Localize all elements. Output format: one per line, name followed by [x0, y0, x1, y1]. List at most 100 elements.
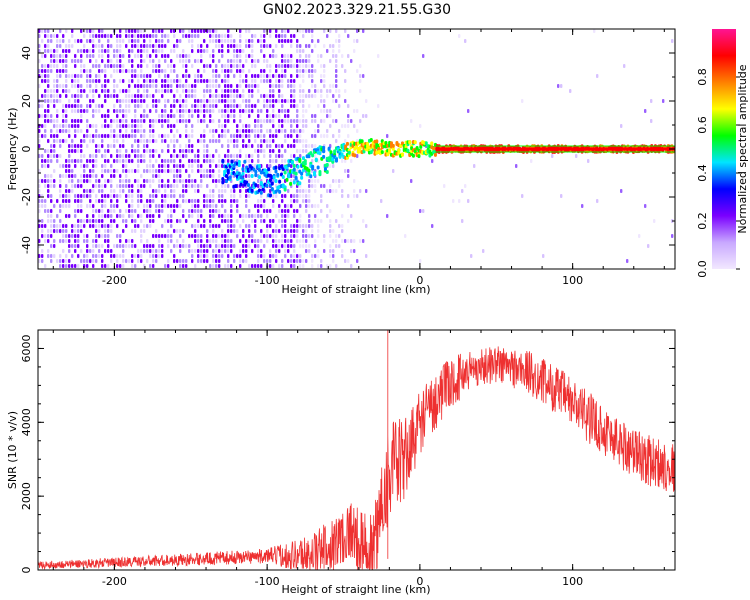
spectrogram-cell: [203, 244, 206, 248]
spectrogram-cell: [191, 164, 194, 168]
spectrogram-cell: [179, 154, 182, 158]
spectrogram-cell: [137, 84, 140, 88]
spectrogram-cell: [95, 34, 98, 38]
spectrogram-cell: [263, 209, 266, 213]
spectrogram-cell: [44, 164, 47, 168]
spectrogram-cell: [233, 49, 236, 53]
spectrogram-cell: [50, 99, 53, 103]
spectrogram-cell: [224, 234, 227, 238]
spectrogram-cell: [377, 54, 380, 58]
spectrogram-cell: [92, 254, 95, 258]
spectrogram-cell: [146, 34, 149, 38]
spectrogram-cell: [86, 164, 89, 168]
spectrogram-cell: [188, 184, 191, 188]
spectrogram-cell: [80, 119, 83, 123]
spectrogram-cell: [95, 244, 98, 248]
spectrogram-cell: [422, 54, 425, 58]
spectrogram-cell: [170, 109, 173, 113]
spectrogram-cell: [137, 214, 140, 218]
spectrogram-cell: [71, 29, 74, 33]
spectrogram-cell: [101, 184, 104, 188]
spectrogram-cell: [227, 264, 230, 268]
spectrogram-cell: [122, 259, 125, 263]
spectrogram-cell: [296, 124, 299, 128]
spectrogram-cell: [71, 229, 74, 233]
spectrogram-cell: [230, 229, 233, 233]
spectrogram-cell: [176, 184, 179, 188]
spectrogram-cell: [59, 69, 62, 73]
spectrogram-cell: [50, 194, 53, 198]
spectrogram-cell: [287, 204, 290, 208]
spectrogram-cell: [263, 79, 266, 83]
spectrogram-cell: [107, 229, 110, 233]
spectrogram-cell: [209, 219, 212, 223]
spectrogram-cell: [152, 84, 155, 88]
spectrogram-cell: [302, 74, 305, 78]
spectrogram-cell: [254, 239, 257, 243]
spectrogram-cell: [152, 254, 155, 258]
spectrogram-cell: [236, 64, 239, 68]
spectrogram-cell: [74, 184, 77, 188]
spectrogram-cell: [176, 259, 179, 263]
spectrogram-cell: [320, 54, 323, 58]
spectrogram-cell: [272, 239, 275, 243]
spectrogram-cell: [95, 194, 98, 198]
spectrogram-cell: [212, 189, 215, 193]
spectrogram-cell: [323, 119, 326, 123]
spectrogram-cell: [59, 94, 62, 98]
spectrogram-cell: [290, 54, 293, 58]
spectrogram-cell: [98, 104, 101, 108]
spectrogram-cell: [167, 119, 170, 123]
spectrogram-cell: [65, 204, 68, 208]
spectrogram-cell: [266, 59, 269, 63]
spectrogram-cell: [203, 39, 206, 43]
spectrogram-cell: [89, 224, 92, 228]
spectrogram-cell: [209, 209, 212, 213]
spectrogram-cell: [125, 154, 128, 158]
spectrogram-cell: [152, 189, 155, 193]
spectrogram-cell: [197, 104, 200, 108]
spectrogram-cell: [218, 74, 221, 78]
spectrogram-cell: [353, 124, 356, 128]
spectrogram-cell: [239, 74, 242, 78]
spectrogram-cell: [338, 179, 341, 183]
spectrogram-cell: [113, 144, 116, 148]
spectrogram-cell: [80, 174, 83, 178]
spectrogram-cell: [119, 34, 122, 38]
spectrogram-cell: [296, 229, 299, 233]
spectrogram-cell: [254, 104, 257, 108]
spectrogram-cell: [116, 69, 119, 73]
spectrogram-cell: [311, 34, 314, 38]
spectrogram-cell: [53, 169, 56, 173]
spectrogram-cell: [290, 154, 293, 158]
spectrogram-cell: [101, 259, 104, 263]
spectrogram-ridge-cell: [289, 181, 293, 186]
spectrogram-cell: [119, 189, 122, 193]
spectrogram-cell: [299, 204, 302, 208]
spectrogram-cell: [53, 124, 56, 128]
spectrogram-cell: [149, 179, 152, 183]
spectrogram-cell: [104, 234, 107, 238]
spectrogram-cell: [74, 209, 77, 213]
spectrogram-cell: [149, 94, 152, 98]
spectrogram-cell: [170, 219, 173, 223]
spectrogram-cell: [287, 249, 290, 253]
spectrogram-cell: [62, 249, 65, 253]
spectrogram-cell: [185, 199, 188, 203]
spectrogram-cell: [116, 64, 119, 68]
spectrogram-cell: [74, 149, 77, 153]
spectrogram-cell: [155, 194, 158, 198]
spectrogram-cell: [242, 124, 245, 128]
spectrogram-cell: [212, 199, 215, 203]
spectrogram-cell: [239, 264, 242, 268]
spectrogram-cell: [182, 239, 185, 243]
spectrogram-cell: [86, 204, 89, 208]
spectrogram-cell: [197, 219, 200, 223]
spectrogram-cell: [68, 89, 71, 93]
spectrogram-cell: [68, 174, 71, 178]
spectrogram-cell: [107, 94, 110, 98]
spectrogram-cell: [248, 99, 251, 103]
spectrogram-cell: [284, 254, 287, 258]
spectrogram-cell: [356, 39, 359, 43]
spectrogram-cell: [173, 69, 176, 73]
